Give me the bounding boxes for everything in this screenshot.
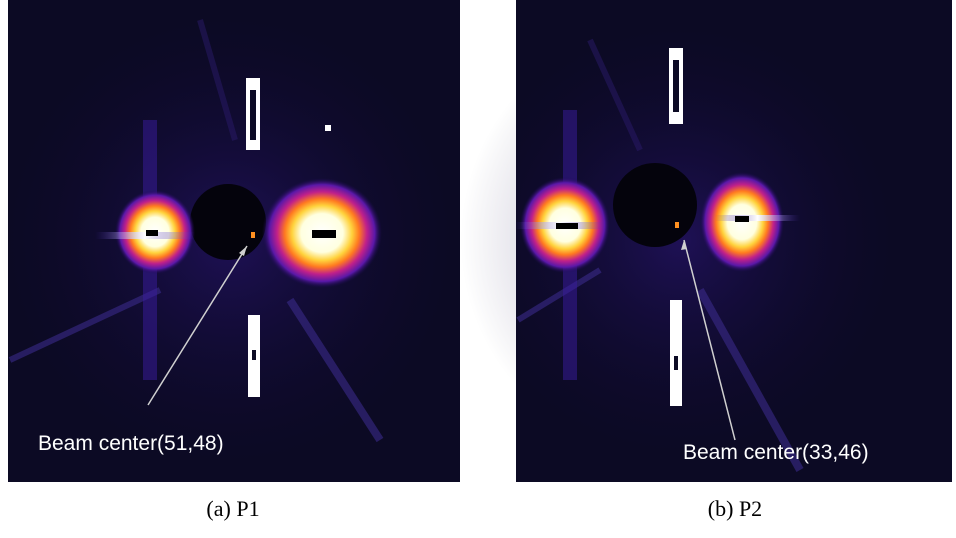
caption: (b) P2 — [708, 496, 762, 521]
annotation: Beam center(51,48) — [38, 432, 224, 455]
panel-b-image: Beam center(33,46) — [460, 0, 952, 482]
figure: Beam center(51,48) (a) P1 Beam center(33… — [0, 0, 956, 533]
caption: (a) P1 — [206, 496, 259, 521]
panel-a-image: Beam center(51,48) — [0, 0, 460, 482]
annotation: Beam center(33,46) — [683, 441, 869, 464]
